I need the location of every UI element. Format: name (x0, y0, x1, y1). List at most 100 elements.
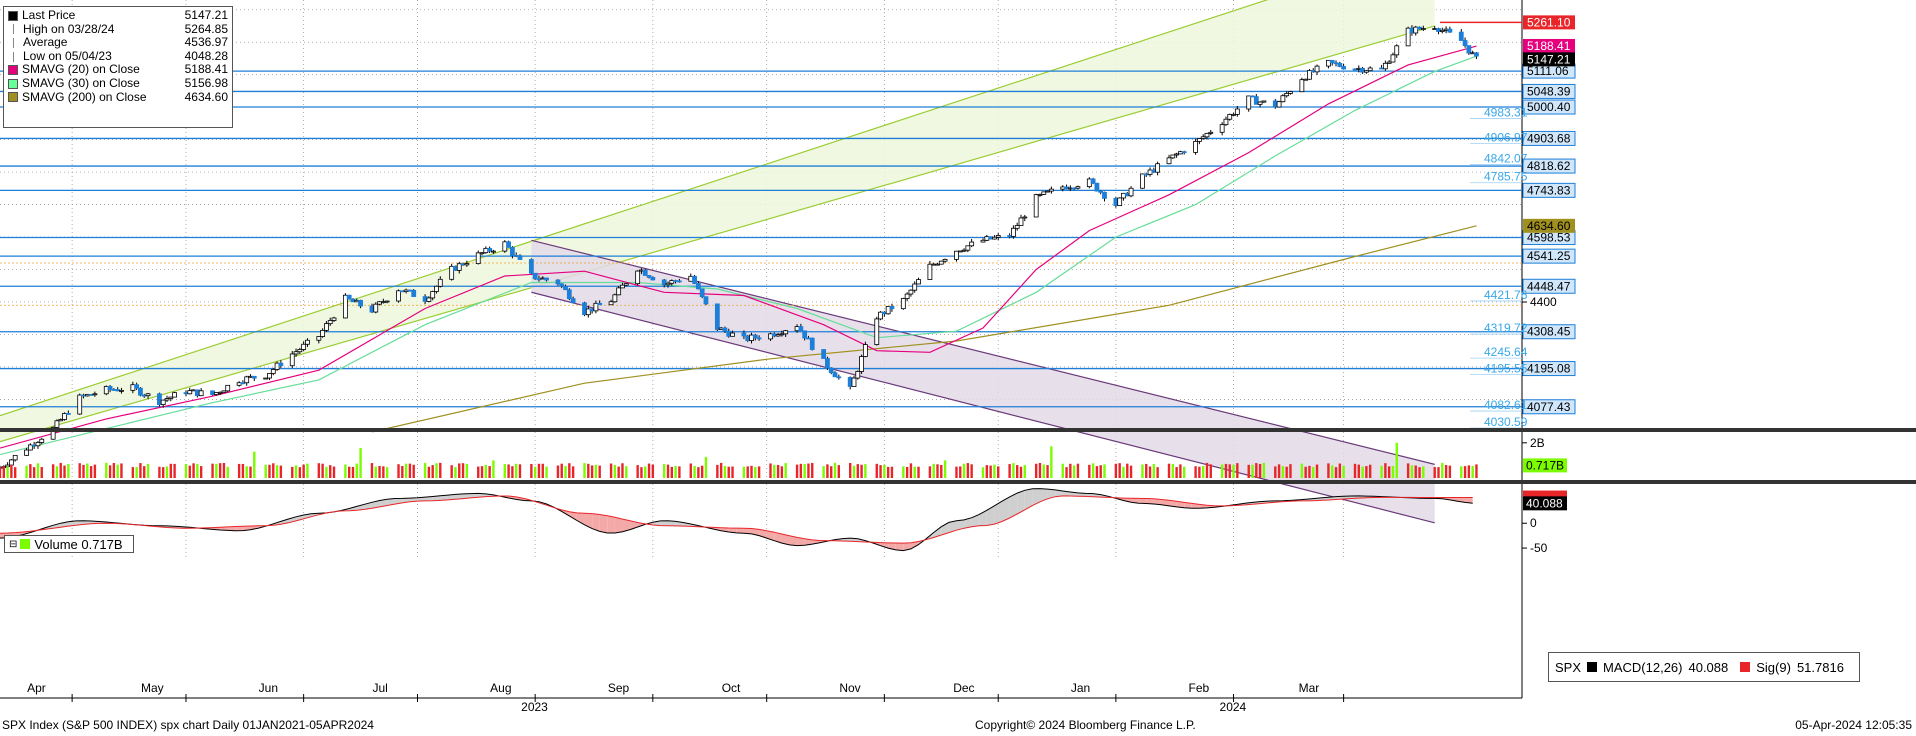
volume-bar (1338, 463, 1342, 478)
macd-histogram-fill (728, 527, 737, 533)
level-tag-box (1522, 99, 1576, 115)
volume-bar (1122, 466, 1125, 478)
panel-separator (0, 428, 1916, 432)
candle-body (623, 283, 629, 286)
candle-body (665, 282, 671, 286)
volume-bar (1156, 467, 1159, 478)
volume-bar (1433, 467, 1436, 478)
candle-body (1405, 27, 1411, 47)
candle-body (346, 294, 352, 300)
volume-bar (1145, 463, 1148, 478)
candle-body (828, 367, 834, 374)
legend-value: 5156.98 (184, 75, 228, 90)
volume-bar (454, 467, 457, 478)
candle-body (612, 294, 618, 303)
volume-bar (511, 466, 514, 478)
signal-line (0, 495, 1473, 544)
volume-bar (1023, 465, 1026, 478)
volume-bar (1387, 466, 1391, 478)
macd-histogram-fill (220, 526, 228, 531)
volume-bar (1395, 442, 1398, 478)
candle-body (1014, 225, 1020, 229)
volume-bar (754, 466, 757, 478)
channel-upper-line (531, 239, 1435, 465)
volume-bar (943, 460, 947, 478)
candle-body (1181, 151, 1187, 154)
candle-body (756, 337, 762, 340)
footer-center: Copyright© 2024 Bloomberg Finance L.P. (975, 718, 1196, 732)
candle-body (995, 235, 1001, 238)
candle-body (267, 373, 272, 379)
volume-bar (640, 467, 643, 478)
candle-body (961, 249, 967, 252)
volume-bar (1175, 467, 1178, 478)
x-month-label: Nov (839, 681, 860, 695)
volume-bar (1304, 466, 1307, 478)
candle-body (107, 386, 113, 390)
volume-legend: ⊟ Volume 0.717B (4, 535, 134, 553)
candle-body (992, 236, 997, 240)
candle-body (555, 279, 561, 285)
macd-histogram-fill (470, 493, 479, 498)
candle-body (1276, 101, 1282, 108)
candle-body (1458, 31, 1464, 41)
volume-bar (902, 466, 905, 478)
volume-bar (1262, 462, 1266, 478)
candle-body (1246, 95, 1252, 110)
volume-bar (1463, 466, 1467, 478)
macd-histogram-fill (964, 517, 972, 529)
volume-bar (533, 466, 537, 478)
candle-body (1386, 61, 1392, 64)
macd-histogram-fill (660, 520, 669, 526)
candle-body (430, 291, 436, 299)
candle-body (301, 343, 307, 350)
volume-bar (1061, 463, 1064, 478)
level-tag-box (1522, 130, 1576, 146)
macd-histogram-fill (804, 538, 813, 546)
legend-label: SMAVG (20) on Close (22, 63, 140, 77)
volume-bar (401, 466, 404, 478)
macd-histogram-fill (599, 514, 608, 533)
candle-body (1094, 182, 1100, 192)
x-month-label: Dec (953, 681, 974, 695)
candle-body (821, 349, 827, 359)
candle-body (900, 298, 906, 310)
volume-bar (1228, 464, 1231, 478)
candle-body (942, 258, 948, 262)
candle-body (1223, 118, 1229, 126)
candle-body (965, 245, 971, 251)
candle-body (327, 320, 333, 325)
candle-body (134, 384, 140, 389)
candle-body (263, 377, 269, 380)
price-tag-label: 5147.21 (1527, 52, 1571, 66)
volume-last-tag (1523, 458, 1567, 473)
candle-body (92, 393, 98, 396)
volume-bar (423, 462, 427, 478)
volume-bar (1308, 465, 1311, 478)
legend-swatch (8, 92, 18, 103)
macd-histogram-fill (933, 526, 942, 538)
candle-body (1033, 194, 1039, 218)
volume-bar (1315, 464, 1319, 478)
candle-body (1474, 52, 1479, 57)
volume-bar (264, 464, 267, 478)
volume-bar (1380, 465, 1383, 478)
volume-legend-collapse-icon[interactable]: ⊟ (9, 538, 18, 550)
macd-histogram-fill (1184, 502, 1192, 509)
fib-level-label: 4421.76 (1484, 288, 1528, 302)
candle-body (54, 420, 60, 428)
x-month-label: Jul (373, 681, 388, 695)
volume-bar (1095, 466, 1099, 478)
fib-level-label: 4319.72 (1484, 321, 1528, 335)
candle-body (8, 459, 14, 466)
volume-bar (1171, 463, 1175, 478)
level-tag-label: 4308.45 (1527, 325, 1571, 339)
volume-bar (928, 466, 932, 478)
signal-legend-value: 51.7816 (1796, 659, 1844, 675)
volume-bar (742, 466, 746, 478)
volume-bar (837, 465, 841, 478)
candle-body (449, 265, 455, 280)
candle-body (160, 399, 166, 405)
volume-bar (488, 466, 491, 478)
